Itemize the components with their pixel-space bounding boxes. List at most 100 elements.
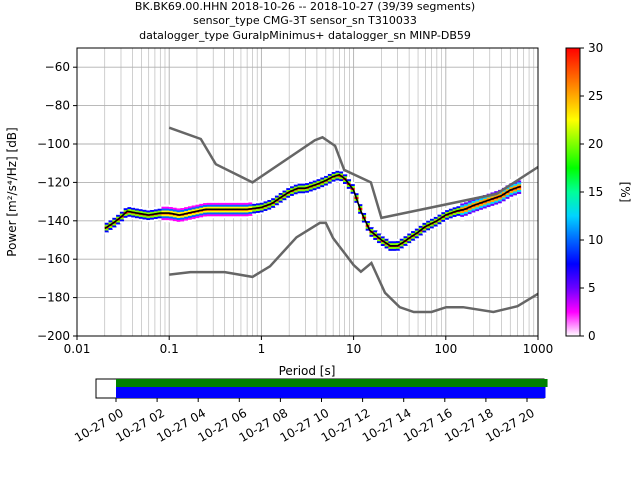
histogram-cell <box>399 236 404 239</box>
histogram-cell <box>471 210 476 213</box>
histogram-cell <box>498 203 503 206</box>
histogram-cell <box>135 214 140 217</box>
x-tick-label: 0.01 <box>64 342 91 356</box>
timeline-bar-data <box>116 379 548 387</box>
histogram-cell <box>199 215 204 218</box>
histogram-cell <box>297 181 302 184</box>
histogram-cell <box>297 191 302 194</box>
histogram-cell <box>505 192 510 196</box>
histogram-cell <box>210 216 215 219</box>
histogram-cell <box>169 206 174 209</box>
histogram-cell <box>165 210 170 213</box>
histogram-cell <box>501 185 507 188</box>
histogram-cell <box>206 212 212 215</box>
histogram-cell <box>388 239 393 242</box>
histogram-cell <box>479 211 484 214</box>
histogram-cell <box>180 217 185 220</box>
histogram-cell <box>301 183 306 186</box>
y-axis-label: Power [m²/s⁴/Hz] [dB] <box>5 127 19 256</box>
histogram-cell <box>150 215 155 218</box>
histogram-cell <box>513 193 518 196</box>
histogram-cell <box>358 203 363 207</box>
histogram-cell <box>445 207 450 211</box>
histogram-cell <box>233 206 238 209</box>
histogram-cell <box>195 217 200 221</box>
histogram-cell <box>395 246 401 249</box>
histogram-cell <box>161 204 166 207</box>
histogram-cell <box>452 205 457 208</box>
histogram-cell <box>176 208 181 211</box>
histogram-cell <box>184 214 189 217</box>
histogram-cell <box>172 205 178 208</box>
histogram-cell <box>195 204 200 207</box>
histogram-cell <box>395 240 401 244</box>
psd-curves <box>104 126 538 314</box>
histogram-cell <box>464 213 469 216</box>
histogram-cell <box>403 241 408 244</box>
histogram-cell <box>256 210 261 213</box>
histogram-cell <box>305 188 310 191</box>
histogram-cell <box>169 218 174 221</box>
histogram-cell <box>501 189 507 192</box>
colorbar-tick-label: 5 <box>588 281 596 295</box>
histogram-cell <box>108 227 113 230</box>
histogram-cell <box>433 214 438 217</box>
histogram-cell <box>426 220 431 223</box>
histogram-cell <box>157 214 162 217</box>
histogram-cell <box>471 202 476 205</box>
histogram-cell <box>308 187 314 190</box>
histogram-cell <box>218 216 223 219</box>
histogram-cell <box>290 185 295 189</box>
histogram-cell <box>142 217 147 220</box>
histogram-cell <box>169 216 174 219</box>
histogram-cell <box>475 212 480 215</box>
histogram-cell <box>191 216 196 219</box>
histogram-cell <box>199 213 204 216</box>
x-axis: 0.01 0.1 1 10 100 1000 <box>64 336 553 356</box>
histogram-cell <box>380 245 386 248</box>
histogram-cell <box>403 234 408 237</box>
histogram-cell <box>142 209 147 212</box>
histogram-cell <box>203 210 208 213</box>
histogram-cell <box>433 224 438 227</box>
histogram-cell <box>445 211 450 214</box>
histogram-cell <box>369 236 374 239</box>
histogram-cell <box>256 204 261 208</box>
histogram-cell <box>346 178 351 182</box>
histogram-cell <box>203 216 208 219</box>
histogram-cell <box>180 211 185 214</box>
histogram-cell <box>346 184 351 187</box>
histogram-cell <box>187 204 193 207</box>
histogram-cell <box>384 248 389 251</box>
histogram-cell <box>138 206 143 210</box>
histogram-cell <box>320 177 325 180</box>
histogram-cell <box>161 216 166 219</box>
histogram-cell <box>191 214 196 218</box>
histogram-cell <box>112 225 117 228</box>
histogram-cell <box>331 173 336 176</box>
histogram-cell <box>308 191 314 194</box>
histogram-cell <box>486 202 491 206</box>
histogram-cell <box>301 189 306 192</box>
plot-frame <box>76 47 539 337</box>
histogram-cell <box>259 208 264 211</box>
histogram-cell <box>135 217 140 221</box>
histogram-cell <box>271 203 276 206</box>
histogram-cell <box>339 169 344 172</box>
histogram-cell <box>282 190 287 193</box>
histogram-cell <box>248 209 253 213</box>
histogram-cell <box>429 226 435 229</box>
histogram-cell <box>392 242 397 246</box>
histogram-cell <box>274 202 280 206</box>
histogram-cell <box>256 203 261 206</box>
x-axis-label: Period [s] <box>279 364 336 378</box>
histogram-cell <box>312 180 317 183</box>
histogram-cell <box>327 171 333 174</box>
histogram-cell <box>146 219 151 222</box>
histogram-cell <box>335 180 340 183</box>
histogram-cell <box>153 216 159 219</box>
histogram-cell <box>104 228 109 231</box>
histogram-cell <box>271 205 276 208</box>
histogram-cell <box>498 201 503 204</box>
histogram-cell <box>221 214 227 217</box>
